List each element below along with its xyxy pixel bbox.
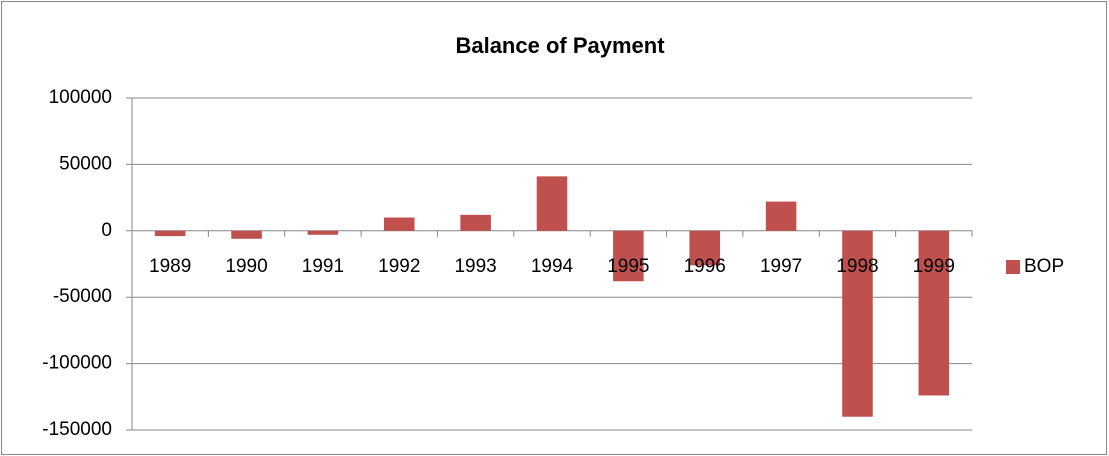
x-tick-label: 1989 [149,256,191,277]
bar [842,230,873,417]
x-tick-label: 1990 [225,256,267,277]
bar [231,230,262,239]
y-tick-label: 50000 [59,153,112,174]
bar [307,230,339,235]
x-tick-label: 1992 [378,256,420,277]
x-tick-label: 1999 [913,256,955,277]
bar [536,176,568,231]
x-tick-label: 1997 [760,256,802,277]
legend-swatch [1006,260,1020,274]
y-tick-label: -100000 [42,353,112,374]
bar [918,230,950,396]
bar [460,214,491,231]
bar [613,230,644,282]
bar [689,230,720,266]
y-tick-label: 100000 [49,87,112,108]
bar [384,217,415,231]
x-tick-label: 1991 [302,256,344,277]
chart-title: Balance of Payment [455,33,665,58]
x-tick-label: 1994 [531,256,574,277]
y-tick-label: 0 [101,220,112,241]
x-tick-label: 1993 [454,256,496,277]
y-tick-label: -150000 [42,419,112,440]
legend-label: BOP [1024,256,1064,277]
x-tick-label: 1996 [684,256,726,277]
bar [154,230,186,237]
x-tick-label: 1995 [607,256,649,277]
y-tick-label: -50000 [53,286,112,307]
bar [765,201,797,231]
x-tick-label: 1998 [836,256,878,277]
